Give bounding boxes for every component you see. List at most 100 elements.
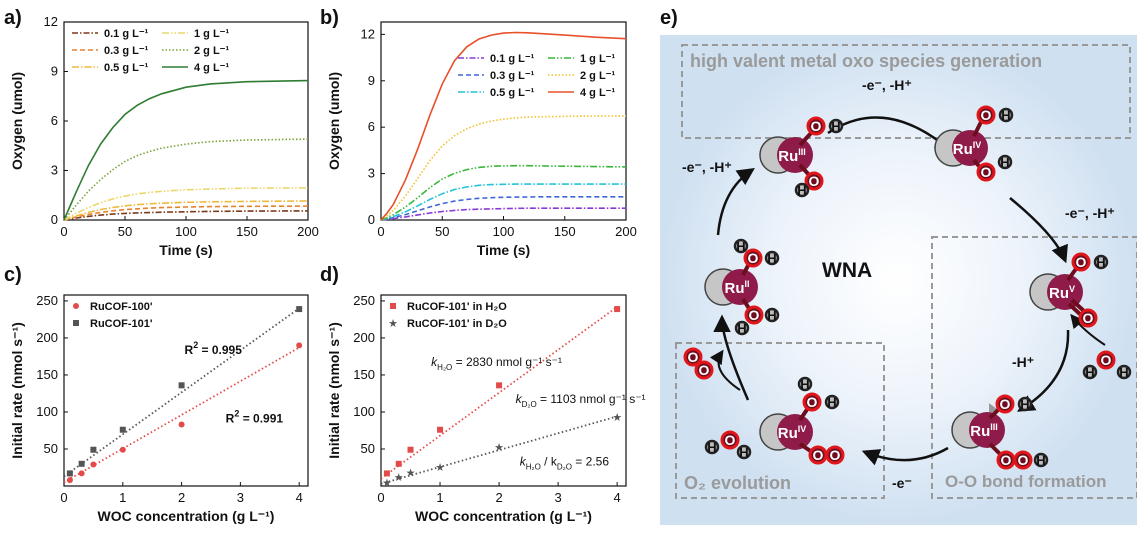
series-line-a-4 bbox=[63, 138, 309, 221]
series-line-a-3 bbox=[63, 187, 309, 221]
y-tick-label: 250 bbox=[36, 293, 58, 308]
arrow-left-upper bbox=[716, 168, 755, 236]
oxygen-label: O bbox=[981, 107, 992, 123]
annotation-d-1: kD₂O = 1103 nmol g⁻¹ s⁻¹ bbox=[516, 392, 646, 409]
hydrogen-atom bbox=[794, 182, 810, 198]
oxygen-label: O bbox=[807, 394, 818, 410]
x-tick-label: 0 bbox=[60, 224, 67, 239]
legend-label-a-0: 0.1 g L⁻¹ bbox=[104, 28, 149, 40]
oxygen-atom bbox=[802, 392, 822, 412]
data-point bbox=[178, 421, 185, 428]
ru-iv-bottom-label: RuIV bbox=[778, 424, 807, 442]
hydrogen-label: H bbox=[737, 321, 746, 336]
oxygen-label: O bbox=[809, 173, 820, 189]
series-line-a-1 bbox=[63, 205, 309, 221]
hydrogen-label: H bbox=[767, 308, 776, 323]
hydrogen-atom bbox=[828, 118, 844, 134]
series-line-b-3 bbox=[380, 164, 627, 221]
legend-label-a-2: 0.5 g L⁻¹ bbox=[104, 62, 149, 74]
hydrogen-atom bbox=[764, 307, 780, 323]
y-tick-label: 200 bbox=[36, 330, 58, 345]
center-label: WNA bbox=[822, 259, 872, 282]
x-tick-label: 150 bbox=[554, 224, 576, 239]
oxygen-label: O bbox=[1018, 452, 1029, 468]
annotation-d-0: kH₂O = 2830 nmol g⁻¹ s⁻¹ bbox=[431, 355, 562, 372]
series-line-a-2 bbox=[63, 200, 309, 221]
legend-marker-c-0 bbox=[73, 303, 79, 309]
y-tick-label: 12 bbox=[44, 14, 58, 29]
y-tick-label: 6 bbox=[368, 119, 375, 134]
step-top: -e⁻, -H⁺ bbox=[862, 77, 912, 93]
hydrogen-atom bbox=[1017, 396, 1033, 412]
hydrogen-label: H bbox=[831, 119, 840, 134]
legend-label-b-5: 4 g L⁻¹ bbox=[580, 87, 615, 99]
legend-marker-d-0 bbox=[390, 303, 396, 309]
panel-label-c: c) bbox=[4, 264, 22, 286]
hydrogen-label: H bbox=[767, 251, 776, 266]
oxygen-label: O bbox=[1083, 310, 1094, 326]
x-tick-label: 100 bbox=[493, 224, 515, 239]
oxygen-label: O bbox=[688, 349, 699, 365]
fit-line-c-1 bbox=[63, 307, 300, 478]
y-tick-label: 12 bbox=[361, 26, 375, 41]
scheme-svg: e) high valent metal oxo species generat… bbox=[660, 7, 1137, 525]
x-axis-label-b: Time (s) bbox=[477, 242, 530, 258]
legend-marker-c-1 bbox=[73, 320, 79, 326]
box-o2-evolution bbox=[675, 342, 885, 499]
data-point bbox=[395, 460, 402, 467]
panel-label-a: a) bbox=[4, 7, 22, 29]
plot-frame-d bbox=[380, 294, 627, 487]
data-point bbox=[407, 446, 414, 453]
oxygen-atom bbox=[976, 162, 996, 182]
y-axis-label-d: Initial rate (nmol s⁻¹) bbox=[326, 322, 342, 459]
legend-label-a-4: 2 g L⁻¹ bbox=[194, 45, 229, 57]
ru-iv-bottom bbox=[777, 414, 813, 450]
legend-label-c-1: RuCOF-101' bbox=[90, 318, 153, 330]
step-bottom: -e⁻ bbox=[892, 475, 912, 491]
hydrogen-label: H bbox=[707, 440, 716, 455]
legend-label-a-1: 0.3 g L⁻¹ bbox=[104, 45, 149, 57]
data-point: ★ bbox=[382, 477, 392, 489]
hydrogen-label: H bbox=[827, 395, 836, 410]
annotation-c-1: R2 = 0.991 bbox=[226, 408, 284, 425]
hydrogen-label: H bbox=[1096, 255, 1105, 270]
y-tick-label: 150 bbox=[353, 367, 375, 382]
legend-label-c-0: RuCOF-100' bbox=[90, 301, 153, 313]
x-tick-label: 2 bbox=[178, 490, 185, 505]
data-point bbox=[496, 382, 503, 389]
arrow-left-lower bbox=[713, 314, 750, 401]
x-tick-label: 200 bbox=[297, 224, 319, 239]
x-tick-label: 3 bbox=[554, 490, 561, 505]
bond bbox=[798, 130, 814, 147]
data-point: ★ bbox=[494, 442, 504, 454]
hydrogen-atom bbox=[824, 394, 840, 410]
y-tick-label: 9 bbox=[51, 64, 58, 79]
data-point bbox=[78, 460, 85, 467]
y-tick-label: 200 bbox=[353, 330, 375, 345]
ru-iii-top-label: RuIII bbox=[778, 147, 806, 165]
oxygen-atom bbox=[804, 171, 824, 191]
y-tick-label: 0 bbox=[368, 212, 375, 227]
ru-ii bbox=[722, 269, 758, 305]
ru-iv-top-label: RuIV bbox=[953, 140, 982, 158]
hydrogen-label: H bbox=[1036, 453, 1045, 468]
ru-iii-bottom-label: RuIII bbox=[970, 422, 998, 440]
oxygen-label: O bbox=[1000, 396, 1011, 412]
data-point bbox=[296, 342, 303, 349]
ru-ii-label: RuII bbox=[724, 279, 749, 297]
x-tick-label: 0 bbox=[377, 490, 384, 505]
oxygen-label: O bbox=[725, 432, 736, 448]
y-tick-label: 100 bbox=[36, 404, 58, 419]
data-point bbox=[119, 426, 126, 433]
hydrogen-label: H bbox=[1001, 108, 1010, 123]
oxygen-atom bbox=[744, 305, 764, 325]
y-tick-label: 100 bbox=[353, 404, 375, 419]
arrow-water-attack bbox=[1070, 313, 1106, 346]
box-right-label: O-O bond formation bbox=[945, 472, 1106, 491]
step-mid: -H⁺ bbox=[1012, 354, 1034, 370]
data-point bbox=[90, 446, 97, 453]
x-tick-label: 4 bbox=[296, 490, 303, 505]
x-tick-label: 4 bbox=[614, 490, 621, 505]
oxygen-label: O bbox=[1001, 452, 1012, 468]
